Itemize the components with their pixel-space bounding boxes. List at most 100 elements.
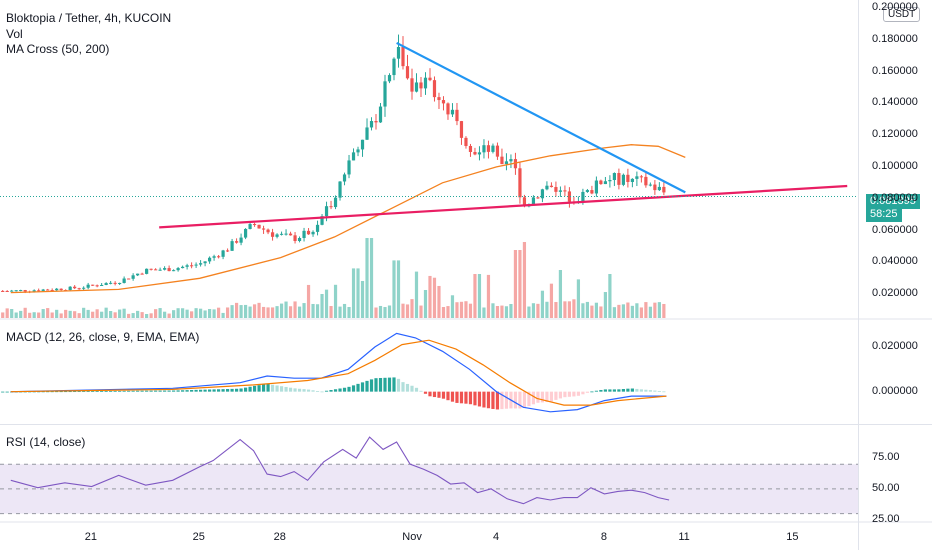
volume-bar xyxy=(428,275,432,318)
volume-bar xyxy=(23,307,27,318)
candle-body xyxy=(284,233,288,235)
candle-body xyxy=(306,230,311,235)
candle-body xyxy=(500,156,504,165)
candle-body xyxy=(401,46,405,67)
volume-bar xyxy=(504,306,509,318)
macd-legend: MACD (12, 26, close, 9, EMA, EMA) xyxy=(6,330,200,344)
volume-bar xyxy=(221,312,225,318)
candle-body xyxy=(82,287,86,289)
volume-bar xyxy=(518,250,522,318)
volume-bar xyxy=(419,305,423,318)
candle-body xyxy=(446,103,450,115)
candle-body xyxy=(536,197,540,199)
price-axis-tick: 0.040000 xyxy=(872,255,918,268)
volume-bar xyxy=(594,302,599,318)
macd-histogram-bar xyxy=(648,390,652,392)
volume-bar xyxy=(630,305,634,318)
volume-bar xyxy=(549,283,554,318)
candle-body xyxy=(662,186,666,193)
signal-line xyxy=(10,339,667,406)
macd-histogram-bar xyxy=(585,391,590,393)
volume-bar xyxy=(270,307,275,318)
volume-bar xyxy=(154,309,158,318)
candle-body xyxy=(504,161,509,165)
macd-histogram-bar xyxy=(73,391,77,393)
price-axis-tick: 0.160000 xyxy=(872,64,918,77)
macd-histogram-bar xyxy=(626,388,630,392)
macd-histogram-bar xyxy=(95,391,99,392)
macd-histogram-bar xyxy=(423,391,428,394)
macd-histogram-bar xyxy=(5,391,9,393)
macd-histogram-bar xyxy=(392,377,396,392)
candle-body xyxy=(491,145,495,152)
candle-body xyxy=(140,273,144,275)
volume-bar xyxy=(486,274,491,318)
macd-histogram-bar xyxy=(338,388,342,392)
candle-body xyxy=(279,233,284,235)
volume-bar xyxy=(239,305,243,318)
volume-bar xyxy=(536,303,540,318)
volume-bar xyxy=(450,295,455,318)
candle-body xyxy=(243,228,248,238)
macd-histogram-bar xyxy=(212,389,216,392)
macd-histogram-bar xyxy=(378,377,383,392)
macd-histogram-bar xyxy=(576,391,581,396)
volume-bar xyxy=(131,313,135,318)
macd-histogram-bar xyxy=(486,391,491,409)
macd-histogram-bar xyxy=(194,389,198,392)
macd-histogram-bar xyxy=(113,390,117,392)
volume-bar xyxy=(432,277,437,318)
volume-bar xyxy=(477,274,482,318)
volume-bar xyxy=(266,307,270,318)
macd-histogram-bar xyxy=(203,389,207,392)
volume-bar xyxy=(324,289,329,318)
last-price-label: 0.081395 xyxy=(866,194,920,209)
volume-bar xyxy=(212,309,216,318)
candle-body xyxy=(653,184,657,191)
macd-histogram-bar xyxy=(594,390,599,392)
candle-body xyxy=(5,291,9,293)
macd-histogram-bar xyxy=(302,389,306,392)
macd-histogram-bar xyxy=(446,391,450,401)
volume-bar xyxy=(122,308,126,318)
candle-body xyxy=(95,285,99,287)
candle-body xyxy=(234,241,239,243)
ma-cross-legend: MA Cross (50, 200) xyxy=(6,42,110,56)
macd-histogram-bar xyxy=(504,391,509,409)
volume-bar xyxy=(19,310,23,318)
candle-body xyxy=(657,186,661,191)
candle-body xyxy=(118,282,122,284)
currency-badge[interactable]: USDT xyxy=(883,7,921,22)
volume-bar xyxy=(387,305,392,318)
volume-bar xyxy=(41,309,45,318)
macd-histogram-bar xyxy=(320,391,324,393)
candle-body xyxy=(626,174,630,182)
price-axis-tick: 0.100000 xyxy=(872,159,918,172)
macd-axis-tick: 0.020000 xyxy=(872,339,918,352)
macd-histogram-bar xyxy=(356,383,360,392)
volume-bar xyxy=(203,310,207,318)
macd-histogram-bar xyxy=(464,391,468,404)
volume-bar xyxy=(369,238,374,318)
volume-bar xyxy=(653,302,657,318)
macd-histogram-bar xyxy=(500,391,504,410)
candle-body xyxy=(59,288,63,291)
candle-body xyxy=(333,197,338,208)
volume-bar xyxy=(91,311,95,318)
candle-body xyxy=(37,290,41,292)
volume-bar xyxy=(279,303,284,318)
candle-body xyxy=(311,231,315,235)
candle-body xyxy=(513,159,518,169)
volume-bar xyxy=(50,312,54,318)
macd-histogram-bar xyxy=(198,389,203,392)
volume-bar xyxy=(302,303,306,318)
macd-histogram-bar xyxy=(225,389,230,392)
macd-histogram-bar xyxy=(190,390,194,392)
volume-bar xyxy=(297,306,302,318)
volume-bar xyxy=(109,310,113,318)
candle-body xyxy=(225,250,230,252)
macd-histogram-bar xyxy=(482,391,486,408)
macd-histogram-bar xyxy=(563,391,567,398)
macd-histogram-bar xyxy=(59,391,63,393)
